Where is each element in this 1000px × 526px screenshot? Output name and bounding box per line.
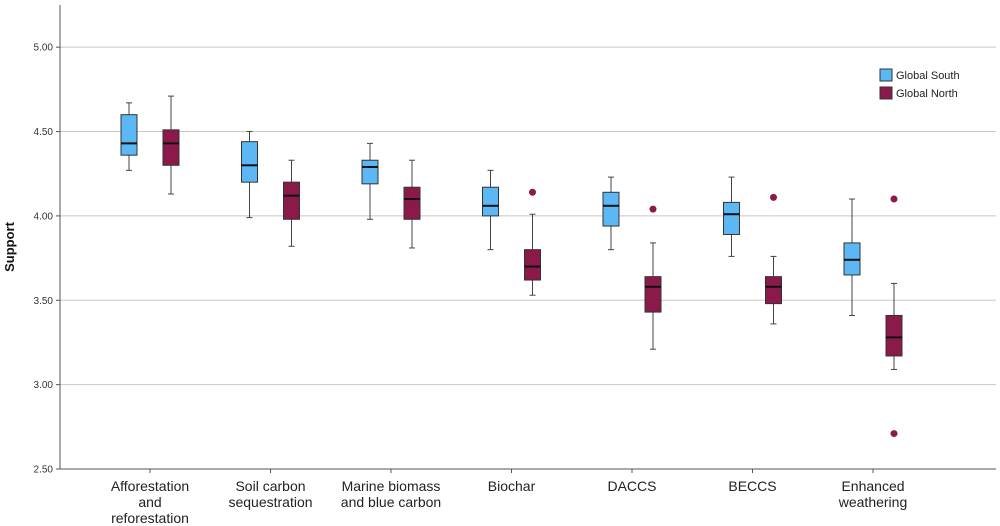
- box-global-south: [241, 131, 258, 219]
- y-axis-title: Support: [2, 221, 17, 271]
- legend-label: Global North: [896, 88, 958, 100]
- box-iqr: [403, 186, 421, 220]
- legend-swatch: [879, 86, 893, 100]
- category-label: Enhanced weathering: [838, 478, 908, 510]
- gridlines: [60, 46, 996, 386]
- box-global-south: [602, 176, 620, 251]
- y-tick-label: 3.00: [34, 380, 54, 391]
- category-label: Soil carbon sequestration: [228, 478, 312, 510]
- box-global-north: [162, 95, 180, 195]
- box-iqr: [723, 201, 740, 235]
- y-tick-label: 3.50: [34, 296, 54, 307]
- legend: Global South Global North: [879, 68, 960, 100]
- box-iqr: [162, 129, 180, 166]
- box-iqr: [283, 181, 300, 220]
- outlier-point: [890, 430, 898, 438]
- boxes: [120, 95, 903, 438]
- outlier-point: [770, 193, 777, 201]
- box-global-north: [403, 159, 421, 249]
- box-iqr: [644, 276, 662, 313]
- legend-swatch: [879, 68, 893, 82]
- category-label-line: and blue carbon: [341, 494, 441, 510]
- box-iqr: [482, 186, 499, 217]
- category-label-line: Enhanced: [841, 478, 904, 494]
- category-label-line: Marine biomass: [342, 478, 441, 494]
- box-iqr: [361, 159, 379, 185]
- legend-label: Global South: [896, 70, 960, 82]
- category-labels: Afforestation and reforestation Soil carbon…: [111, 478, 907, 526]
- y-tick-label: 4.50: [34, 127, 54, 138]
- box-global-south: [361, 142, 379, 220]
- category-label-line: Afforestation: [111, 478, 189, 494]
- category-label-line: and: [138, 494, 161, 510]
- box-global-north: [644, 205, 662, 350]
- category-label-line: Soil carbon: [235, 478, 305, 494]
- category-label: DACCS: [607, 478, 656, 494]
- box-global-south: [843, 198, 861, 316]
- box-global-north: [885, 195, 903, 438]
- category-label-line: weathering: [838, 494, 908, 510]
- x-axis: [60, 468, 996, 473]
- box-iqr: [524, 249, 541, 281]
- category-label-line: Biochar: [488, 478, 536, 494]
- y-tick-label: 4.00: [34, 211, 54, 222]
- box-global-south: [723, 176, 740, 257]
- category-label: BECCS: [728, 478, 776, 494]
- y-tick-label: 2.50: [34, 465, 54, 476]
- box-iqr: [765, 276, 782, 305]
- category-label-line: reforestation: [111, 510, 189, 526]
- y-axis: 2.50 3.00 3.50 4.00 4.50 5.00: [34, 5, 61, 476]
- box-global-south: [120, 102, 138, 171]
- y-tick-label: 5.00: [34, 43, 54, 54]
- box-global-north: [283, 159, 300, 247]
- category-label: Afforestation and reforestation: [111, 478, 189, 526]
- box-global-north: [524, 188, 541, 296]
- box-global-north: [765, 193, 782, 325]
- box-iqr: [602, 191, 620, 227]
- category-label-line: DACCS: [607, 478, 656, 494]
- category-label: Biochar: [488, 478, 536, 494]
- box-global-south: [482, 169, 499, 251]
- box-iqr: [885, 314, 903, 357]
- outlier-point: [649, 205, 657, 213]
- outlier-point: [890, 195, 898, 203]
- category-label-line: BECCS: [728, 478, 776, 494]
- box-iqr: [241, 141, 258, 183]
- category-label: Marine biomass and blue carbon: [341, 478, 441, 510]
- box-iqr: [120, 114, 138, 156]
- category-label-line: sequestration: [228, 494, 312, 510]
- outlier-point: [529, 188, 536, 196]
